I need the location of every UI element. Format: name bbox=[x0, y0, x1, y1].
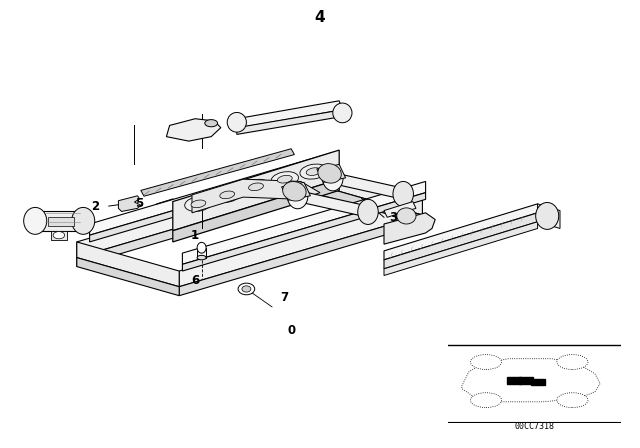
Ellipse shape bbox=[536, 202, 559, 229]
Ellipse shape bbox=[53, 232, 65, 239]
Ellipse shape bbox=[333, 103, 352, 123]
Polygon shape bbox=[192, 179, 320, 213]
Ellipse shape bbox=[214, 187, 241, 202]
Ellipse shape bbox=[238, 283, 255, 295]
Ellipse shape bbox=[191, 200, 206, 208]
Ellipse shape bbox=[397, 208, 416, 224]
Polygon shape bbox=[320, 170, 422, 215]
Polygon shape bbox=[48, 217, 74, 226]
Ellipse shape bbox=[318, 164, 341, 183]
Ellipse shape bbox=[287, 184, 308, 209]
Text: 6: 6 bbox=[191, 273, 199, 287]
Ellipse shape bbox=[24, 207, 47, 234]
Ellipse shape bbox=[300, 164, 327, 179]
Polygon shape bbox=[77, 242, 179, 287]
Ellipse shape bbox=[358, 199, 378, 224]
Polygon shape bbox=[35, 211, 83, 231]
Text: 5: 5 bbox=[136, 197, 143, 211]
Polygon shape bbox=[118, 196, 141, 211]
Polygon shape bbox=[237, 110, 342, 134]
Ellipse shape bbox=[248, 183, 264, 191]
Polygon shape bbox=[77, 186, 320, 267]
Ellipse shape bbox=[271, 172, 298, 187]
Text: 1: 1 bbox=[191, 228, 199, 242]
Polygon shape bbox=[77, 170, 320, 258]
Polygon shape bbox=[173, 179, 339, 242]
Polygon shape bbox=[141, 149, 294, 196]
Polygon shape bbox=[384, 204, 538, 260]
Polygon shape bbox=[333, 172, 403, 199]
Text: 7: 7 bbox=[281, 291, 289, 305]
Polygon shape bbox=[384, 213, 538, 269]
Polygon shape bbox=[173, 150, 339, 231]
Polygon shape bbox=[538, 204, 560, 228]
Ellipse shape bbox=[220, 191, 235, 199]
Ellipse shape bbox=[277, 175, 292, 183]
Polygon shape bbox=[179, 215, 422, 296]
Polygon shape bbox=[298, 190, 368, 217]
Polygon shape bbox=[179, 199, 422, 287]
Ellipse shape bbox=[243, 179, 269, 194]
Ellipse shape bbox=[72, 207, 95, 234]
Text: 2: 2 bbox=[91, 199, 99, 213]
Polygon shape bbox=[237, 101, 342, 128]
Ellipse shape bbox=[227, 112, 246, 132]
Ellipse shape bbox=[242, 286, 251, 292]
Polygon shape bbox=[317, 164, 346, 182]
Polygon shape bbox=[166, 119, 221, 141]
Polygon shape bbox=[182, 193, 426, 271]
Ellipse shape bbox=[283, 181, 306, 201]
Polygon shape bbox=[384, 202, 416, 217]
Polygon shape bbox=[320, 186, 422, 224]
Text: 3: 3 bbox=[390, 211, 397, 224]
Text: 4: 4 bbox=[315, 10, 325, 26]
Ellipse shape bbox=[185, 196, 212, 211]
Ellipse shape bbox=[393, 181, 413, 207]
Polygon shape bbox=[77, 258, 179, 296]
Polygon shape bbox=[90, 152, 333, 235]
Ellipse shape bbox=[306, 168, 321, 176]
Ellipse shape bbox=[197, 242, 206, 253]
Polygon shape bbox=[182, 181, 426, 264]
Polygon shape bbox=[384, 213, 435, 244]
Ellipse shape bbox=[197, 255, 206, 260]
Polygon shape bbox=[90, 164, 333, 242]
Polygon shape bbox=[282, 182, 310, 200]
Ellipse shape bbox=[205, 120, 218, 127]
Text: 0: 0 bbox=[287, 324, 295, 337]
Polygon shape bbox=[51, 231, 67, 240]
Ellipse shape bbox=[323, 166, 343, 191]
Text: 00CC7318: 00CC7318 bbox=[515, 422, 554, 431]
Polygon shape bbox=[384, 222, 538, 276]
